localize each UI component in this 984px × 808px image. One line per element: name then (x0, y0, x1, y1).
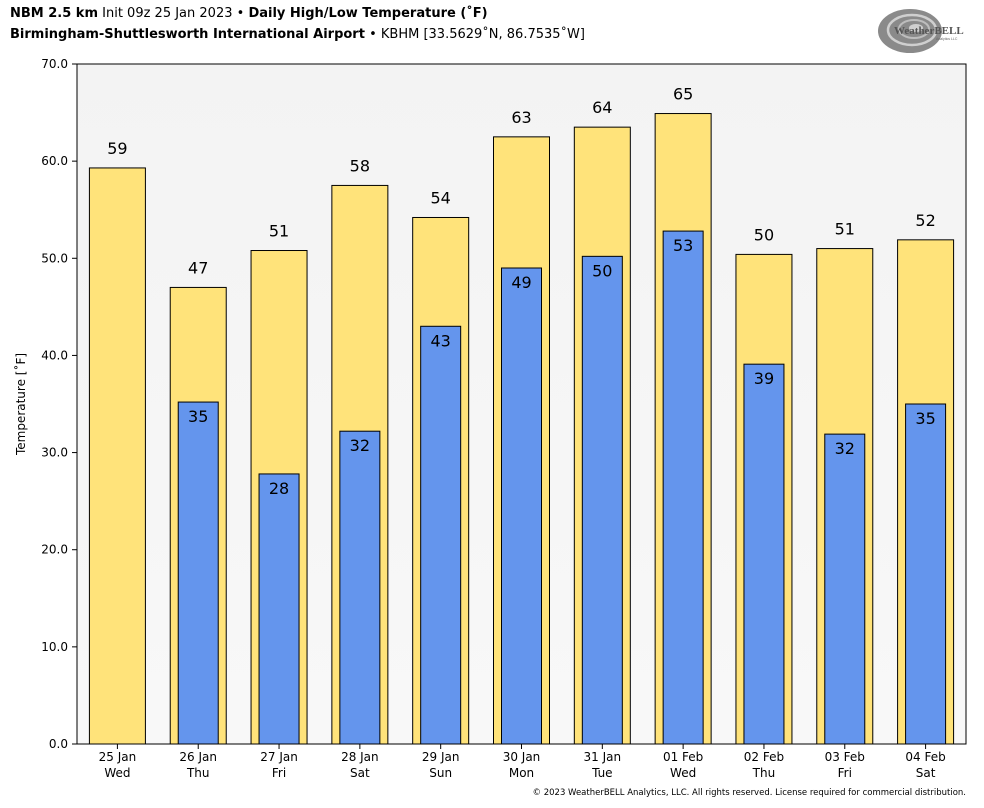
x-tick-date: 02 Feb (744, 750, 784, 764)
low-bar (905, 403, 947, 745)
y-tick-label: 20.0 (41, 543, 68, 557)
low-bar (824, 433, 866, 745)
high-value-label: 52 (915, 211, 935, 230)
y-tick-label: 0.0 (49, 737, 68, 751)
x-tick-date: 27 Jan (260, 750, 298, 764)
x-tick-date: 25 Jan (99, 750, 137, 764)
x-tick-date: 04 Feb (905, 750, 945, 764)
y-tick-label: 60.0 (41, 154, 68, 168)
x-tick-date: 31 Jan (584, 750, 622, 764)
high-value-label: 51 (835, 220, 855, 239)
low-value-label: 32 (835, 439, 855, 458)
swirl-logo-icon (878, 9, 942, 53)
low-bar (662, 230, 704, 745)
high-value-label: 63 (511, 108, 531, 127)
station-line: Birmingham-Shuttlesworth International A… (10, 27, 585, 42)
x-tick-day: Sun (429, 766, 452, 780)
high-value-label: 58 (350, 156, 370, 175)
x-tick-day: Thu (752, 766, 776, 780)
y-tick-label: 10.0 (41, 640, 68, 654)
low-bar (177, 401, 219, 745)
title-line: NBM 2.5 km Init 09z 25 Jan 2023 • Daily … (10, 6, 488, 21)
low-value-label: 43 (431, 331, 451, 350)
low-bar (501, 267, 542, 745)
separator: • (236, 6, 245, 21)
low-bar (743, 363, 785, 745)
bars: 59 47 35 51 28 58 32 54 43 63 49 64 50 65 53 50 39 51 32 52… (88, 85, 955, 745)
y-axis-label: Temperature [˚F] (13, 353, 28, 456)
y-tick-label: 30.0 (41, 446, 68, 460)
x-tick-day: Thu (186, 766, 210, 780)
x-tick-date: 28 Jan (341, 750, 379, 764)
station-info: KBHM [33.5629˚N, 86.7535˚W] (380, 27, 585, 42)
x-tick-day: Mon (509, 766, 534, 780)
x-tick-day: Sat (916, 766, 936, 780)
low-bar (258, 473, 300, 745)
logo-subtext: Analytics LLC (936, 37, 958, 41)
high-value-label: 47 (188, 258, 208, 277)
product-name: Daily High/Low Temperature (˚F) (248, 6, 488, 21)
low-bar (581, 255, 623, 745)
high-value-label: 64 (592, 98, 612, 117)
high-value-label: 51 (269, 222, 289, 241)
low-value-label: 35 (915, 409, 935, 428)
x-tick-day: Fri (838, 766, 852, 780)
y-tick-label: 40.0 (41, 348, 68, 362)
x-tick-date: 30 Jan (503, 750, 541, 764)
low-value-label: 50 (592, 261, 612, 280)
high-bar (88, 167, 146, 745)
x-tick-date: 03 Feb (825, 750, 865, 764)
x-tick-day: Sat (350, 766, 370, 780)
y-tick-label: 50.0 (41, 251, 68, 265)
x-tick-day: Wed (104, 766, 130, 780)
x-tick-date: 29 Jan (422, 750, 460, 764)
low-value-label: 39 (754, 369, 774, 388)
separator: • (369, 27, 377, 42)
copyright-notice: © 2023 WeatherBELL Analytics, LLC. All r… (532, 788, 966, 798)
high-value-label: 54 (431, 188, 451, 207)
low-value-label: 32 (350, 436, 370, 455)
y-tick-label: 70.0 (41, 57, 68, 71)
logo-text: WeatherBELL (894, 25, 964, 37)
x-tick-day: Fri (272, 766, 286, 780)
weatherbell-logo: WeatherBELL Analytics LLC (878, 9, 964, 53)
high-value-label: 50 (754, 225, 774, 244)
x-tick-date: 01 Feb (663, 750, 703, 764)
x-axis: 25 Jan Wed 26 Jan Thu 27 Jan Fri 28 Jan Sat 29 J… (99, 744, 946, 780)
high-value-label: 59 (107, 139, 127, 158)
low-bar (420, 325, 462, 745)
low-value-label: 53 (673, 236, 693, 255)
station-name: Birmingham-Shuttlesworth International A… (10, 27, 365, 42)
x-tick-day: Tue (591, 766, 613, 780)
x-tick-date: 26 Jan (179, 750, 217, 764)
high-value-label: 65 (673, 85, 693, 104)
low-value-label: 35 (188, 407, 208, 426)
init-time: Init 09z 25 Jan 2023 (102, 6, 233, 21)
low-value-label: 28 (269, 479, 289, 498)
low-bar (339, 430, 381, 745)
x-tick-day: Wed (670, 766, 696, 780)
y-axis: 0.0 10.0 20.0 30.0 40.0 50.0 60.0 70.0 (41, 57, 77, 751)
low-value-label: 49 (511, 273, 531, 292)
model-name: NBM 2.5 km (10, 6, 98, 21)
